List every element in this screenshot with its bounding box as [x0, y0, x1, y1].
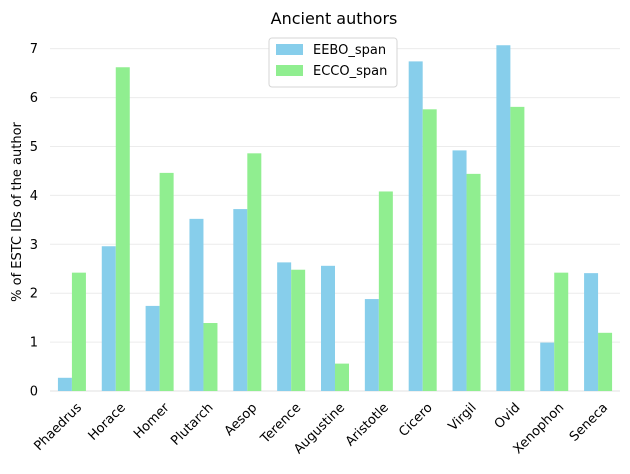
y-tick-label: 2: [30, 287, 38, 302]
y-tick-label: 5: [30, 140, 38, 155]
legend: EEBO_span ECCO_span: [268, 37, 398, 88]
bar-ecco-span-cicero: [422, 109, 437, 392]
x-tick-label: Ovid: [492, 400, 524, 432]
bars: [57, 45, 613, 392]
y-tick-label: 0: [30, 385, 38, 400]
legend-label: EEBO_span: [313, 43, 386, 58]
bar-ecco-span-seneca: [598, 332, 613, 391]
bar-eebo-span-horace: [101, 246, 116, 391]
x-tick-label: Homer: [131, 400, 173, 442]
chart-title: Ancient authors: [271, 9, 398, 28]
x-tick-label: Phaedrus: [31, 400, 85, 454]
y-tick-label: 7: [30, 42, 38, 57]
legend-swatch: [276, 44, 303, 55]
bar-eebo-span-aesop: [233, 209, 248, 391]
y-tick-label: 6: [30, 91, 38, 106]
x-tick-label: Plutarch: [168, 400, 216, 448]
y-tick-label: 1: [30, 336, 38, 351]
x-tick-label: Horace: [86, 400, 129, 443]
bar-ecco-span-terence: [291, 269, 306, 391]
bar-eebo-span-ovid: [496, 45, 511, 391]
bar-eebo-span-phaedrus: [57, 377, 72, 391]
bar-ecco-span-aristotle: [378, 191, 393, 391]
bar-ecco-span-ovid: [510, 106, 525, 391]
gridlines: [50, 48, 620, 392]
x-tick-label: Cicero: [396, 400, 436, 440]
bar-ecco-span-aesop: [247, 153, 262, 391]
bar-ecco-span-virgil: [466, 173, 481, 391]
x-tick-label: Virgil: [446, 400, 480, 434]
bar-ecco-span-xenophon: [554, 272, 569, 391]
y-axis-label: % of ESTC IDs of the author: [10, 121, 25, 301]
bar-ecco-span-plutarch: [203, 323, 218, 391]
bar-ecco-span-homer: [159, 172, 174, 391]
x-tick-label: Seneca: [567, 400, 611, 444]
bar-ecco-span-phaedrus: [71, 272, 86, 391]
bar-eebo-span-homer: [145, 305, 160, 391]
x-tick-label: Aristotle: [343, 400, 392, 449]
bar-eebo-span-augustine: [321, 265, 335, 391]
legend-label: ECCO_span: [313, 64, 387, 79]
bar-eebo-span-plutarch: [189, 218, 204, 391]
bar-ecco-span-augustine: [335, 363, 349, 391]
y-tick-label: 3: [30, 238, 38, 253]
y-ticks: 0 1 2 3 4 5 6 7: [30, 42, 38, 399]
bar-eebo-span-xenophon: [540, 342, 555, 391]
bar-ecco-span-horace: [115, 67, 130, 391]
x-tick-label: Aesop: [222, 400, 261, 439]
bar-eebo-span-cicero: [408, 61, 423, 392]
bar-eebo-span-virgil: [452, 150, 467, 391]
bar-eebo-span-seneca: [584, 273, 599, 391]
bar-eebo-span-aristotle: [364, 299, 379, 391]
y-tick-label: 4: [30, 189, 38, 204]
legend-swatch: [276, 65, 303, 76]
bar-eebo-span-terence: [277, 262, 292, 391]
